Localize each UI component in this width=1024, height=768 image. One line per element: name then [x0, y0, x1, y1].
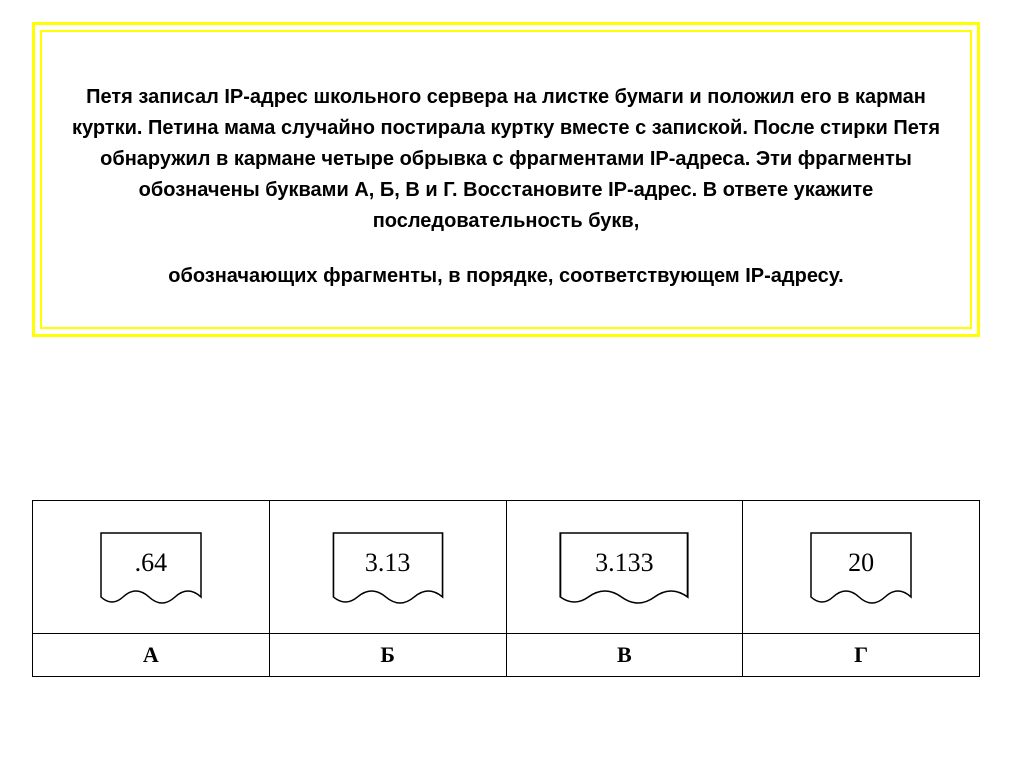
paper-scrap-icon: 3.13 [328, 515, 448, 615]
fragment-value: 3.133 [554, 548, 694, 578]
fragment-label: В [506, 634, 743, 677]
paper-scrap-icon: 3.133 [554, 515, 694, 615]
fragment-cell-g: 20 [743, 501, 980, 634]
paper-scrap-icon: .64 [96, 515, 206, 615]
fragment-label: Б [269, 634, 506, 677]
fragment-value: .64 [96, 548, 206, 578]
fragment-cell-v: 3.133 [506, 501, 743, 634]
fragment-cell-b: 3.13 [269, 501, 506, 634]
fragments-table: .64 3.13 3.133 [32, 500, 980, 677]
fragment-label: А [33, 634, 270, 677]
fragment-cell-a: .64 [33, 501, 270, 634]
paper-scrap-icon: 20 [806, 515, 916, 615]
problem-paragraph-1: Петя записал IP-адрес школьного сервера … [70, 82, 942, 237]
fragment-label: Г [743, 634, 980, 677]
problem-paragraph-2: обозначающих фрагменты, в порядке, соотв… [70, 261, 942, 291]
fragment-value: 20 [806, 548, 916, 578]
fragments-row: .64 3.13 3.133 [33, 501, 980, 634]
slide: Петя записал IP-адрес школьного сервера … [0, 0, 1024, 768]
problem-box-inner: Петя записал IP-адрес школьного сервера … [40, 30, 972, 329]
fragment-value: 3.13 [328, 548, 448, 578]
problem-box-outer: Петя записал IP-адрес школьного сервера … [32, 22, 980, 337]
labels-row: А Б В Г [33, 634, 980, 677]
